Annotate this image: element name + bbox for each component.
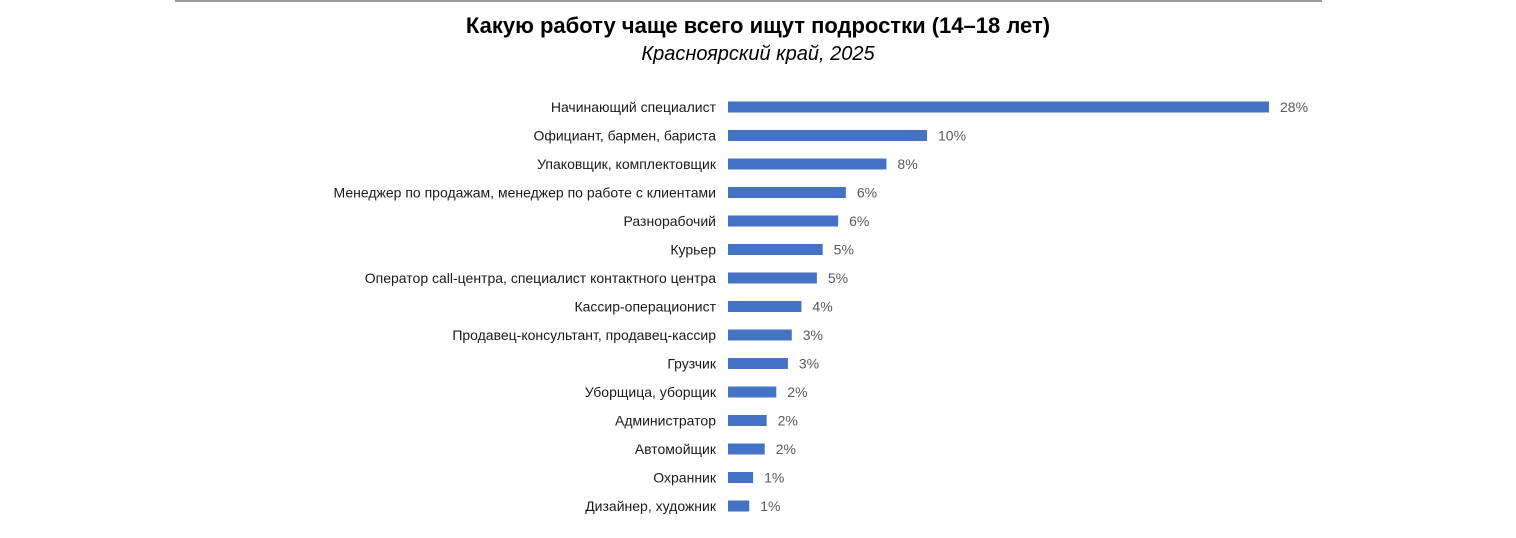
data-label: 2% xyxy=(787,384,807,400)
data-label: 8% xyxy=(897,156,917,172)
category-label: Продавец-консультант, продавец-кассир xyxy=(452,327,716,343)
data-label: 1% xyxy=(760,498,780,514)
category-label: Кассир-операционист xyxy=(574,299,716,315)
data-label: 6% xyxy=(849,213,869,229)
data-label: 4% xyxy=(812,299,832,315)
bar xyxy=(728,329,792,341)
bar xyxy=(728,158,887,170)
data-label: 3% xyxy=(799,356,819,372)
category-label: Оператор call-центра, специалист контакт… xyxy=(365,270,716,286)
bar xyxy=(728,101,1269,113)
data-label: 10% xyxy=(938,128,966,144)
data-label: 5% xyxy=(828,270,848,286)
bar xyxy=(728,244,823,255)
data-label: 28% xyxy=(1280,99,1308,115)
bar xyxy=(728,386,777,398)
data-label: 2% xyxy=(776,441,796,457)
category-label: Автомойщик xyxy=(635,441,717,457)
category-label: Курьер xyxy=(670,242,716,258)
category-label: Упаковщик, комплектовщик xyxy=(537,156,717,172)
category-label: Менеджер по продажам, менеджер по работе… xyxy=(334,185,716,201)
category-label: Грузчик xyxy=(667,356,716,372)
bar xyxy=(728,187,846,198)
chart-subtitle: Красноярский край, 2025 xyxy=(641,43,875,65)
data-label: 6% xyxy=(857,185,877,201)
category-label: Начинающий специалист xyxy=(551,99,717,115)
data-label: 1% xyxy=(764,470,784,486)
category-label: Администратор xyxy=(615,413,716,429)
category-label: Официант, бармен, бариста xyxy=(533,128,716,144)
data-label: 2% xyxy=(778,413,798,429)
category-label: Охранник xyxy=(653,470,717,486)
bar xyxy=(728,272,817,284)
category-label: Разнорабочий xyxy=(624,213,716,229)
bar xyxy=(728,358,788,369)
bar xyxy=(728,443,765,455)
chart-title: Какую работу чаще всего ищут подростки (… xyxy=(465,13,1051,38)
bar xyxy=(728,301,802,312)
bar xyxy=(728,215,839,227)
bar xyxy=(728,472,754,483)
category-label: Дизайнер, художник xyxy=(585,498,717,514)
bar xyxy=(728,130,928,141)
bar xyxy=(728,415,767,426)
top-rule xyxy=(175,0,1322,2)
bar xyxy=(728,500,750,512)
category-label: Уборщица, уборщик xyxy=(585,384,717,400)
data-label: 3% xyxy=(803,327,823,343)
data-label: 5% xyxy=(834,242,854,258)
